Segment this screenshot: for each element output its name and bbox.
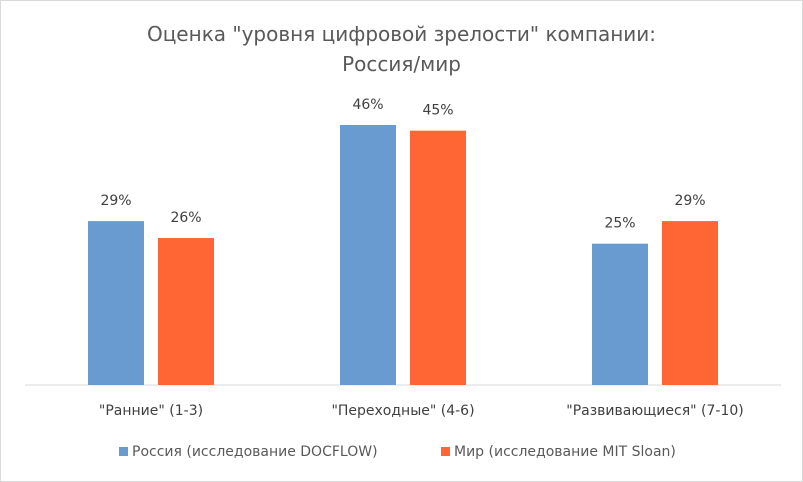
bar xyxy=(592,243,648,385)
bar xyxy=(88,221,144,385)
legend-swatch xyxy=(119,447,128,456)
bar xyxy=(410,130,466,385)
legend-swatch xyxy=(441,447,450,456)
bar xyxy=(662,221,718,385)
x-tick-label: "Переходные" (4-6) xyxy=(331,403,474,419)
value-label: 46% xyxy=(352,97,383,113)
value-label: 29% xyxy=(674,193,705,209)
value-label: 45% xyxy=(422,103,453,119)
x-tick-label: "Ранние" (1-3) xyxy=(99,403,203,419)
legend-label: Мир (исследование MIT Sloan) xyxy=(454,444,676,460)
value-label: 25% xyxy=(604,216,635,232)
x-tick-label: "Развивающиеся" (7-10) xyxy=(566,403,743,419)
value-label: 29% xyxy=(100,193,131,209)
bar xyxy=(158,238,214,385)
bar xyxy=(340,125,396,385)
value-label: 26% xyxy=(170,210,201,226)
legend-label: Россия (исследование DOCFLOW) xyxy=(132,444,378,460)
chart-title: Оценка "уровня цифровой зрелости" компан… xyxy=(146,22,657,76)
